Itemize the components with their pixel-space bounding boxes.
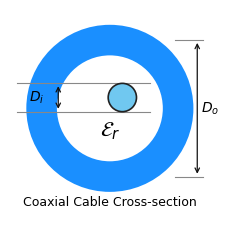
Text: $\mathcal{E}_r$: $\mathcal{E}_r$: [100, 120, 120, 142]
Text: $D_o$: $D_o$: [201, 100, 219, 117]
Circle shape: [108, 83, 137, 112]
Text: Coaxial Cable Cross-section: Coaxial Cable Cross-section: [23, 196, 197, 209]
Text: $D_i$: $D_i$: [29, 89, 44, 106]
